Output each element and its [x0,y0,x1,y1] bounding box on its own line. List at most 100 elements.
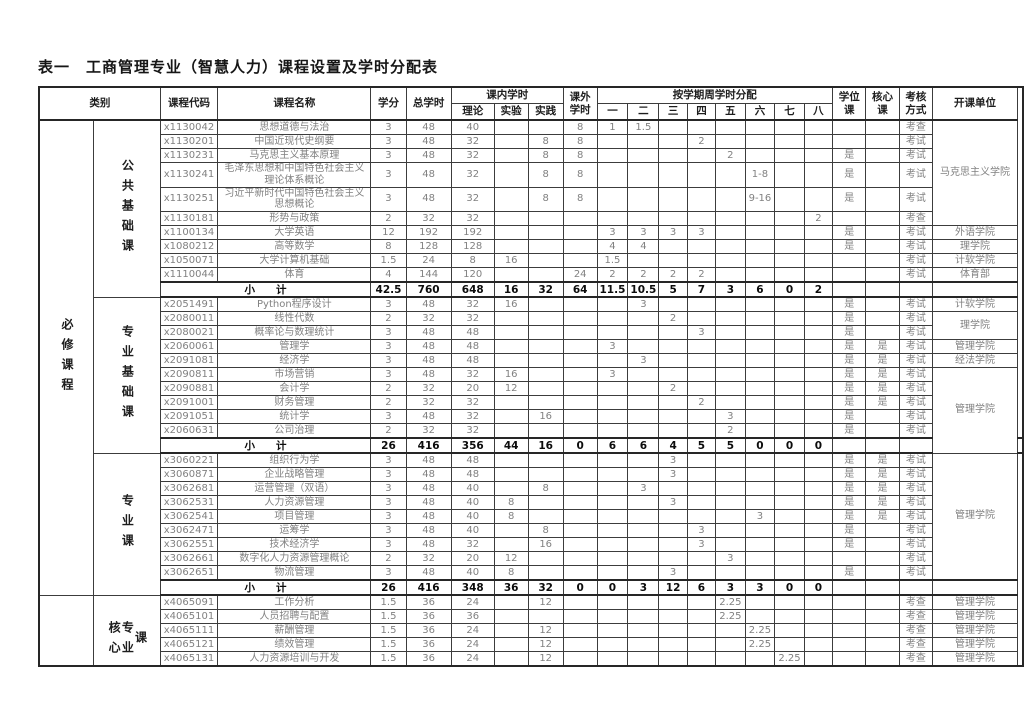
practice-hours [527,467,564,483]
practice-hours [527,239,564,255]
experiment-hours [493,239,529,255]
sem-1 [596,381,629,397]
course-name: 大学计算机基础 [217,253,372,269]
subtotal-sem-8: 0 [803,579,834,597]
sem-4 [686,467,717,483]
extra-hours [562,211,598,227]
degree-flag: 是 [832,423,867,439]
sem-2 [627,594,660,611]
sem-2: 3 [627,353,660,369]
sem-7 [774,211,805,227]
extra-hours [562,651,598,667]
degree-flag: 是 [832,467,867,483]
sem-2 [627,537,660,553]
core-flag: 是 [865,467,900,483]
sem-8 [803,239,834,255]
credits: 4 [370,267,407,283]
subtotal-sem-2: 10.5 [627,281,660,299]
sem-5 [715,565,746,581]
sem-7 [774,551,805,567]
unit [1017,437,1024,455]
credits: 2 [370,311,407,327]
theory-hours: 32 [450,423,495,439]
unit: 管理学院 [932,623,1018,639]
degree-flag: 是 [832,481,867,497]
sem-7 [774,537,805,553]
unit: 马克思主义学院 [932,119,1018,227]
header-sem-7: 七 [774,103,805,121]
course-code: x3062551 [159,537,219,553]
extra-hours [562,409,598,425]
sem-5: 2.25 [715,594,746,611]
sem-1 [596,353,629,369]
subtotal-total-hours: 416 [405,437,452,455]
degree-flag [832,253,867,269]
sem-3 [658,651,688,667]
sem-8 [803,481,834,497]
table-row: x3062681 运营管理（双语） 3 48 40 8 3 是是考试 [39,481,1023,497]
table-row: x1130231 马克思主义基本原理 3 48 32 8 8 2 是 考试 [39,148,1023,163]
theory-hours: 40 [450,523,495,539]
sem-3: 3 [658,565,688,581]
total-hours: 48 [405,325,452,341]
sem-2 [627,253,660,269]
sem-6 [744,423,776,439]
total-hours: 128 [405,239,452,255]
sem-4 [686,367,717,383]
credits: 8 [370,239,407,255]
header-practice: 实践 [527,103,564,121]
core-flag [865,409,900,425]
credits: 3 [370,353,407,369]
category-outer-cell [38,594,94,667]
sem-2 [627,495,660,511]
sem-5: 2 [715,423,746,439]
sem-3 [658,239,688,255]
sem-7 [774,637,805,653]
sem-4 [686,637,717,653]
extra-hours [562,239,598,255]
subtotal-sem-3: 4 [658,437,688,455]
subtotal-sem-6: 6 [744,281,776,299]
course-name: 形势与政策 [217,211,372,227]
experiment-hours [493,119,529,135]
assessment: 考查 [898,119,934,135]
theory-hours: 192 [450,225,495,241]
extra-hours: 8 [562,186,598,213]
sem-1: 4 [596,239,629,255]
subtotal-label: 小 计 [159,437,372,455]
course-name: 绩效管理 [217,637,372,653]
degree-flag [832,119,867,135]
sem-5: 3 [715,409,746,425]
practice-hours [527,452,564,469]
sem-5 [715,537,746,553]
practice-hours [527,211,564,227]
theory-hours: 32 [450,296,495,313]
experiment-hours: 16 [493,253,529,269]
practice-hours [527,339,564,355]
sem-3 [658,423,688,439]
sem-4 [686,186,717,213]
category-label: 必修课程 [59,317,74,398]
course-code: x2080011 [159,311,219,327]
sem-1 [596,296,629,313]
assessment [898,437,934,455]
category-inner-cell: 核心专业课 [92,594,161,667]
table-row: x3062471 运筹学 3 48 40 8 3 是考试 [39,523,1023,539]
total-hours: 36 [405,637,452,653]
sem-8 [803,609,834,625]
total-hours: 48 [405,467,452,483]
course-code: x2060631 [159,423,219,439]
sem-6 [744,495,776,511]
header-extra-hours: 课外学时 [562,86,598,121]
total-hours: 48 [405,495,452,511]
header-sem-4: 四 [686,103,717,121]
degree-flag [832,267,867,283]
practice-hours: 8 [527,134,564,149]
extra-hours [562,623,598,639]
core-flag: 是 [865,452,900,469]
degree-flag [832,551,867,567]
header-sem-1: 一 [596,103,629,121]
curriculum-table: 类别 课程代码 课程名称 学分 总学时 课内学时 课外学时 按学期周学时分配 学… [38,86,1024,668]
credits: 3 [370,537,407,553]
table-row: x2060061 管理学 3 48 48 3 是是考试 管理学院 [39,339,1023,355]
